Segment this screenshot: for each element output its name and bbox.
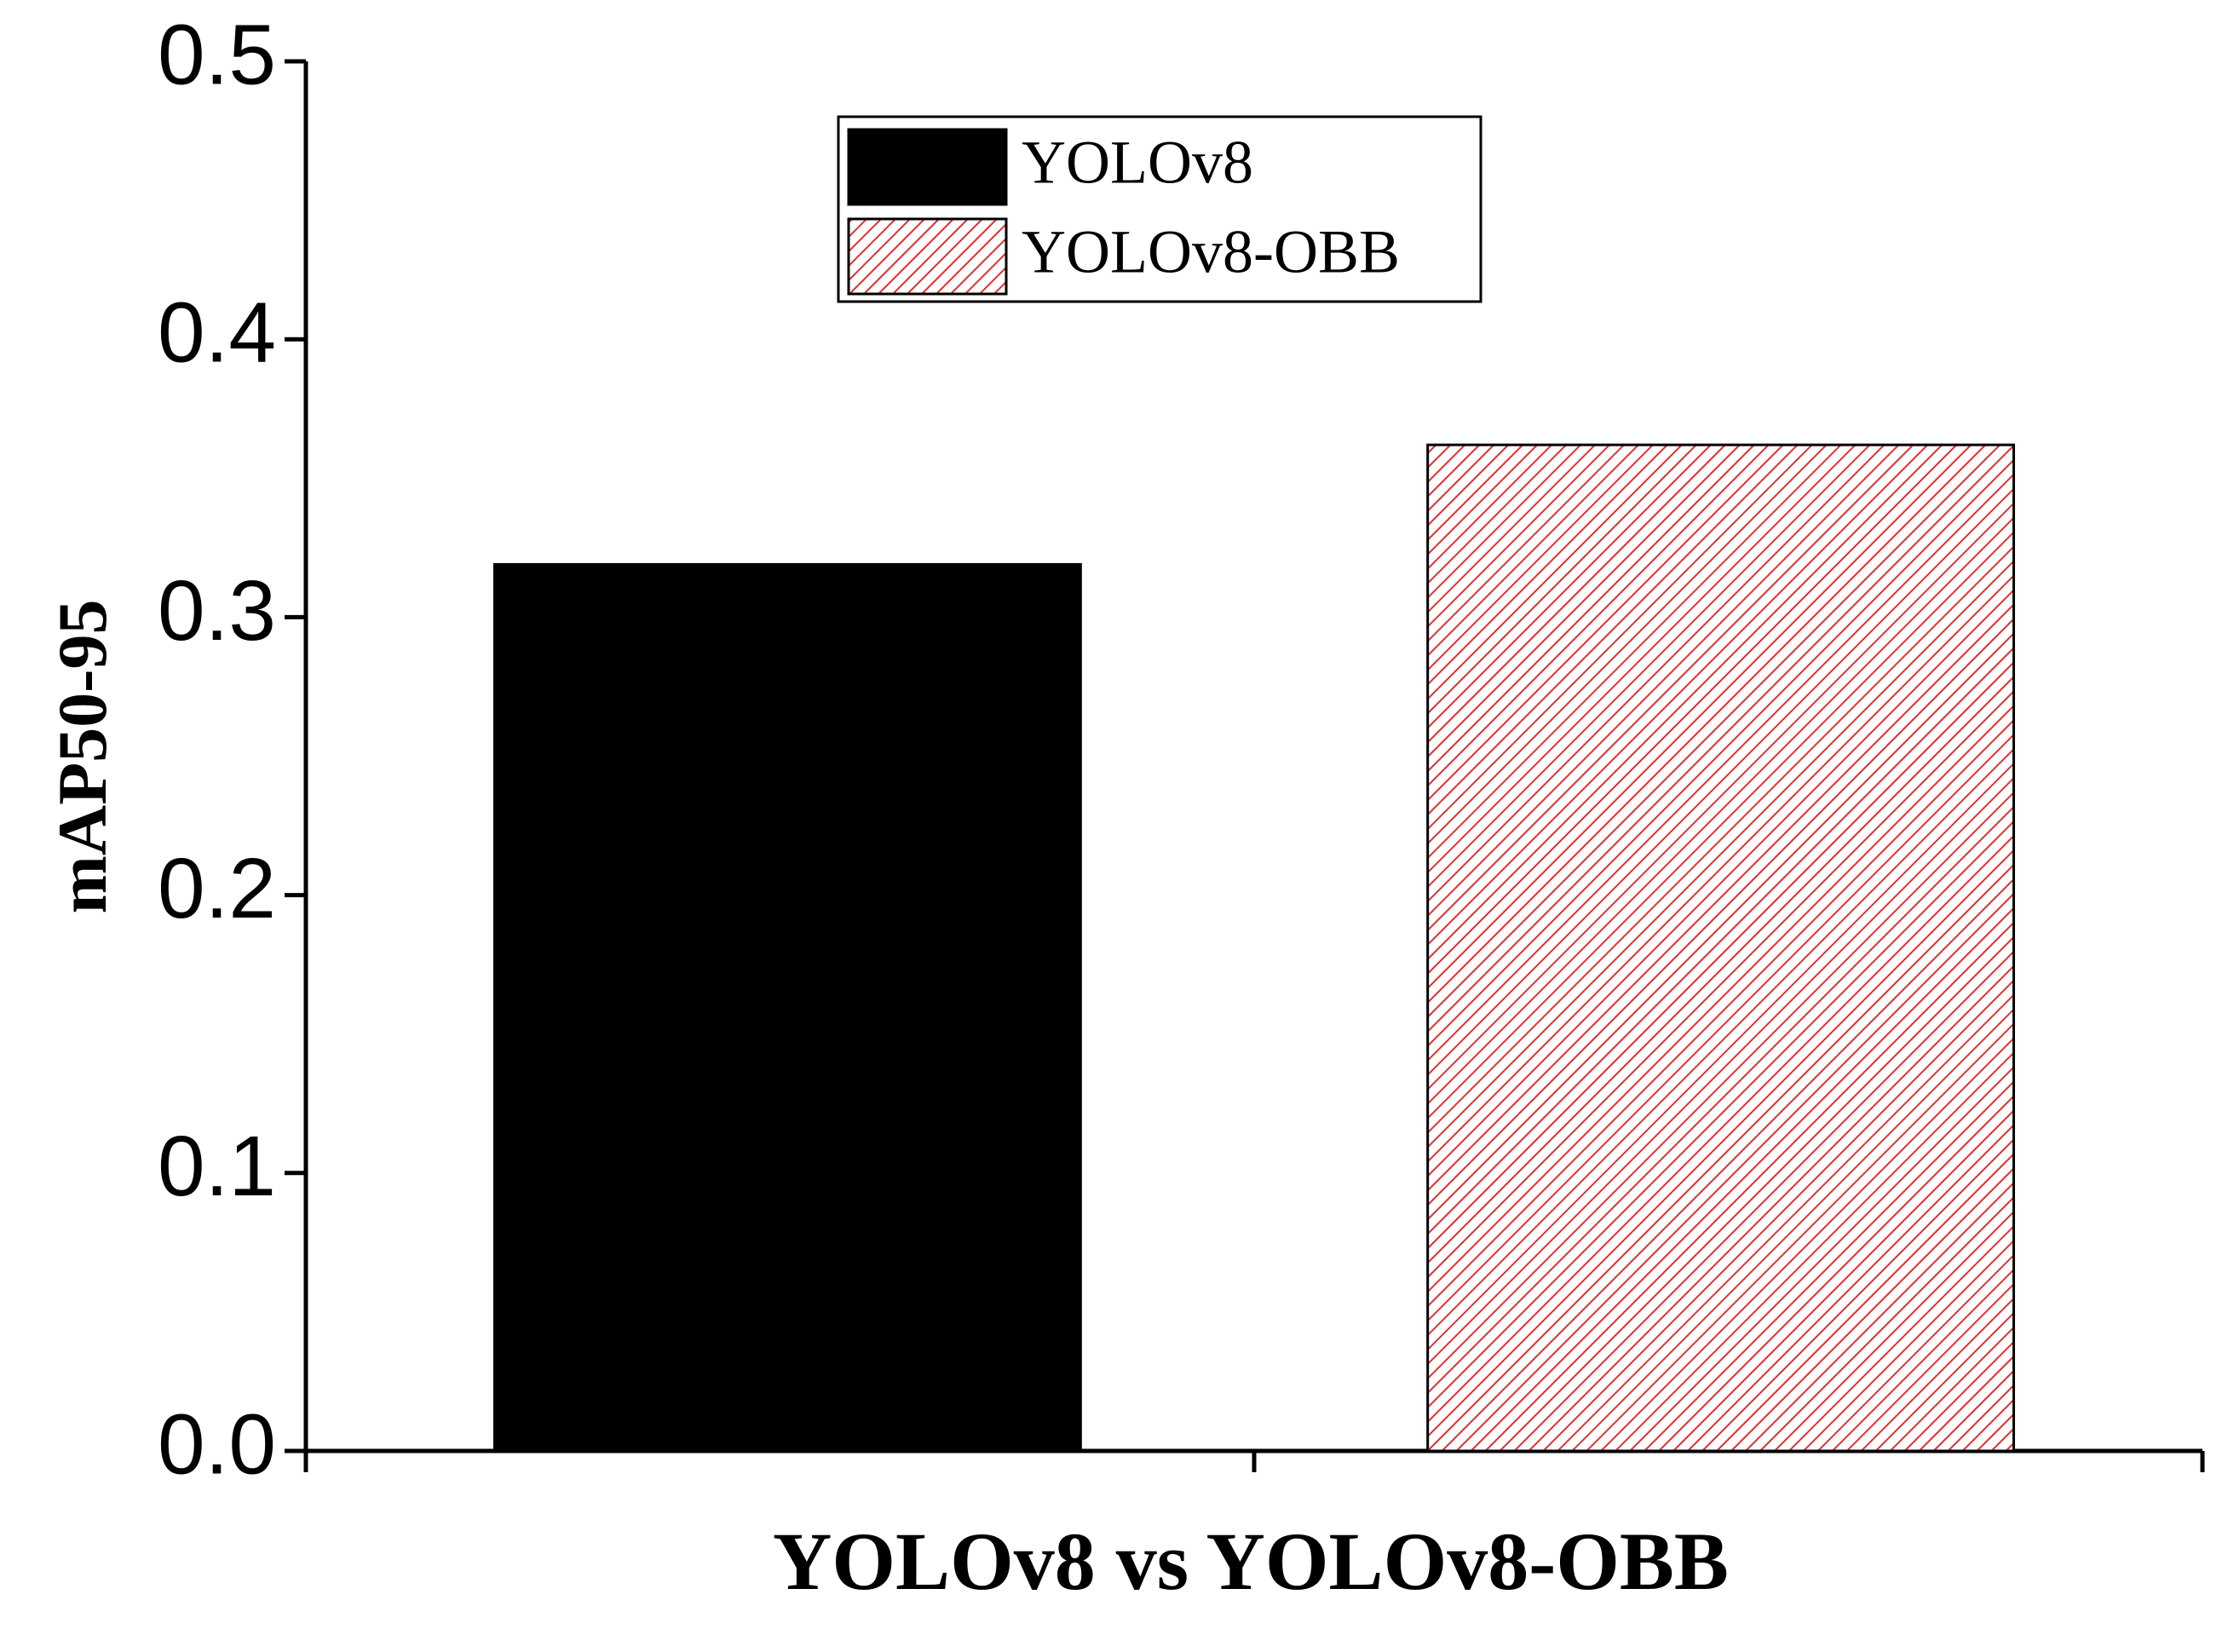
bar — [492, 562, 1082, 1453]
y-tick-label: 0.5 — [158, 7, 276, 102]
y-tick-label: 0.3 — [158, 563, 276, 659]
bar — [1426, 443, 2016, 1453]
y-tick-label: 0.1 — [158, 1119, 276, 1214]
legend-label: YOLOv8-OBB — [1022, 218, 1400, 286]
legend-label: YOLOv8 — [1022, 129, 1253, 197]
legend-swatch — [847, 217, 1008, 296]
y-tick-label: 0.2 — [158, 841, 276, 936]
x-axis-label: YOLOv8 vs YOLOv8-OBB — [773, 1516, 1729, 1607]
legend-swatch — [847, 128, 1008, 206]
y-tick-label: 0.4 — [158, 285, 276, 381]
y-tick-label: 0.0 — [158, 1396, 276, 1492]
y-axis-label: mAP50-95 — [43, 600, 121, 914]
